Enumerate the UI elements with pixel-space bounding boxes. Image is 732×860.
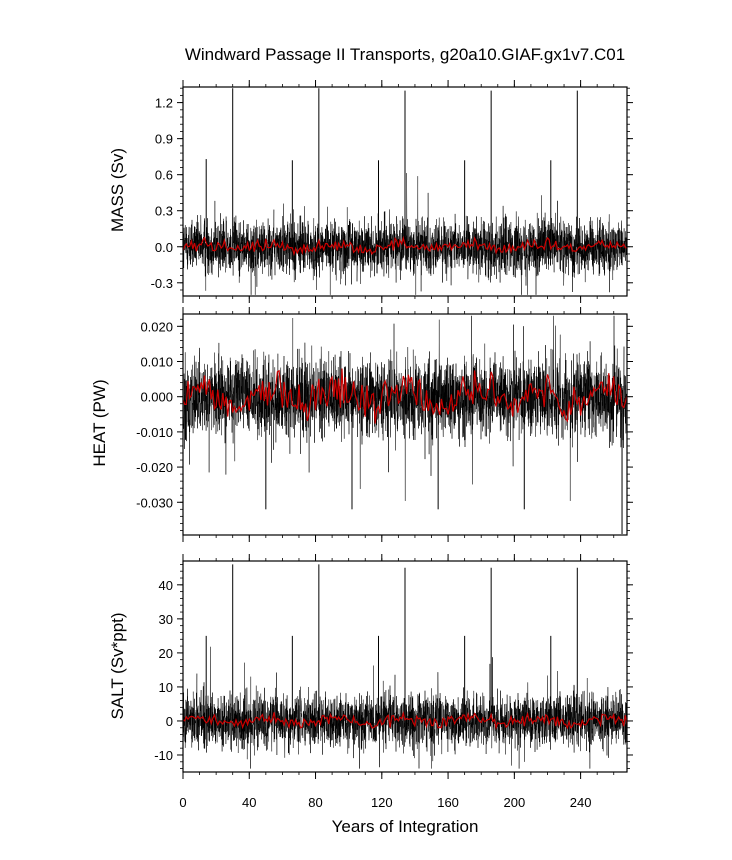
salt-xtick-label-5: 200 bbox=[503, 795, 525, 810]
heat-panel: HEAT (PW) -0.030 -0.020 -0.010 0.000 0.010 0.… bbox=[90, 307, 633, 542]
salt-ytick-label-4: 30 bbox=[159, 612, 173, 627]
salt-ytick-label-2: 10 bbox=[159, 680, 173, 695]
salt-xtick-label-4: 160 bbox=[437, 795, 459, 810]
mass-ytick-label-2: 0.3 bbox=[155, 204, 173, 219]
salt-xtick-label-1: 40 bbox=[242, 795, 256, 810]
heat-ytick-label-3: 0.000 bbox=[140, 390, 173, 405]
salt-ytick-label-0: -10 bbox=[154, 748, 173, 763]
mass-ytick-label-4: 0.9 bbox=[155, 132, 173, 147]
chart-title: Windward Passage II Transports, g20a10.G… bbox=[185, 45, 625, 64]
mass-plot-frame bbox=[182, 86, 628, 297]
mass-ytick-label-0: -0.3 bbox=[151, 276, 173, 291]
salt-xtick-label-3: 120 bbox=[371, 795, 393, 810]
heat-ytick-label-2: -0.010 bbox=[136, 425, 173, 440]
x-axis-label: Years of Integration bbox=[332, 817, 479, 836]
salt-xtick-label-6: 240 bbox=[570, 795, 592, 810]
heat-ytick-label-1: -0.020 bbox=[136, 460, 173, 475]
salt-ytick-label-1: 0 bbox=[166, 714, 173, 729]
heat-annual-series bbox=[183, 368, 627, 424]
mass-ylabel: MASS (Sv) bbox=[108, 148, 127, 232]
mass-annual-series bbox=[183, 235, 627, 257]
heat-ytick-label-0: -0.030 bbox=[136, 495, 173, 510]
salt-panel: SALT (Sv*ppt) -10 0 10 20 30 40 0 40 80 120 160 200… bbox=[108, 554, 633, 810]
heat-ytick-label-5: 0.020 bbox=[140, 319, 173, 334]
heat-ylabel: HEAT (PW) bbox=[90, 379, 109, 466]
salt-annual-series bbox=[183, 710, 627, 731]
salt-xtick-label-2: 80 bbox=[308, 795, 322, 810]
mass-panel: MASS (Sv) -0.3 0.0 0.3 0.6 0.9 1.2 bbox=[108, 80, 633, 303]
mass-ytick-label-1: 0.0 bbox=[155, 240, 173, 255]
heat-ytick-label-4: 0.010 bbox=[140, 355, 173, 370]
salt-xtick-label-0: 0 bbox=[179, 795, 186, 810]
salt-ylabel: SALT (Sv*ppt) bbox=[108, 612, 127, 719]
mass-ytick-label-5: 1.2 bbox=[155, 96, 173, 111]
salt-ytick-label-3: 20 bbox=[159, 646, 173, 661]
mass-ytick-label-3: 0.6 bbox=[155, 168, 173, 183]
salt-ytick-label-5: 40 bbox=[159, 578, 173, 593]
